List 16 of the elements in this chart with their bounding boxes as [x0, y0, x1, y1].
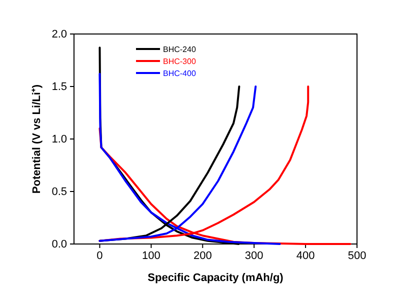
x-tick-label: 300: [244, 250, 264, 262]
x-tick-label: 200: [193, 250, 212, 262]
legend-label: BHC-300: [163, 57, 196, 66]
y-tick-label: 1.0: [52, 134, 67, 146]
y-tick-label: 2.0: [52, 28, 67, 41]
x-tick-label: 400: [296, 250, 315, 262]
legend-label: BHC-400: [163, 69, 196, 78]
x-tick-label: 0: [96, 250, 103, 262]
y-axis-title: Potential (V vs Li/Li⁺): [31, 84, 43, 194]
legend-label: BHC-240: [163, 45, 196, 54]
x-tick-label: 500: [348, 250, 366, 262]
x-tick-label: 100: [142, 250, 160, 262]
y-tick-label: 0.5: [52, 186, 67, 198]
y-tick-label: 0.0: [52, 238, 67, 251]
y-tick-label: 1.5: [52, 81, 67, 94]
x-axis-title: Specific Capacity (mAh/g): [148, 272, 284, 284]
